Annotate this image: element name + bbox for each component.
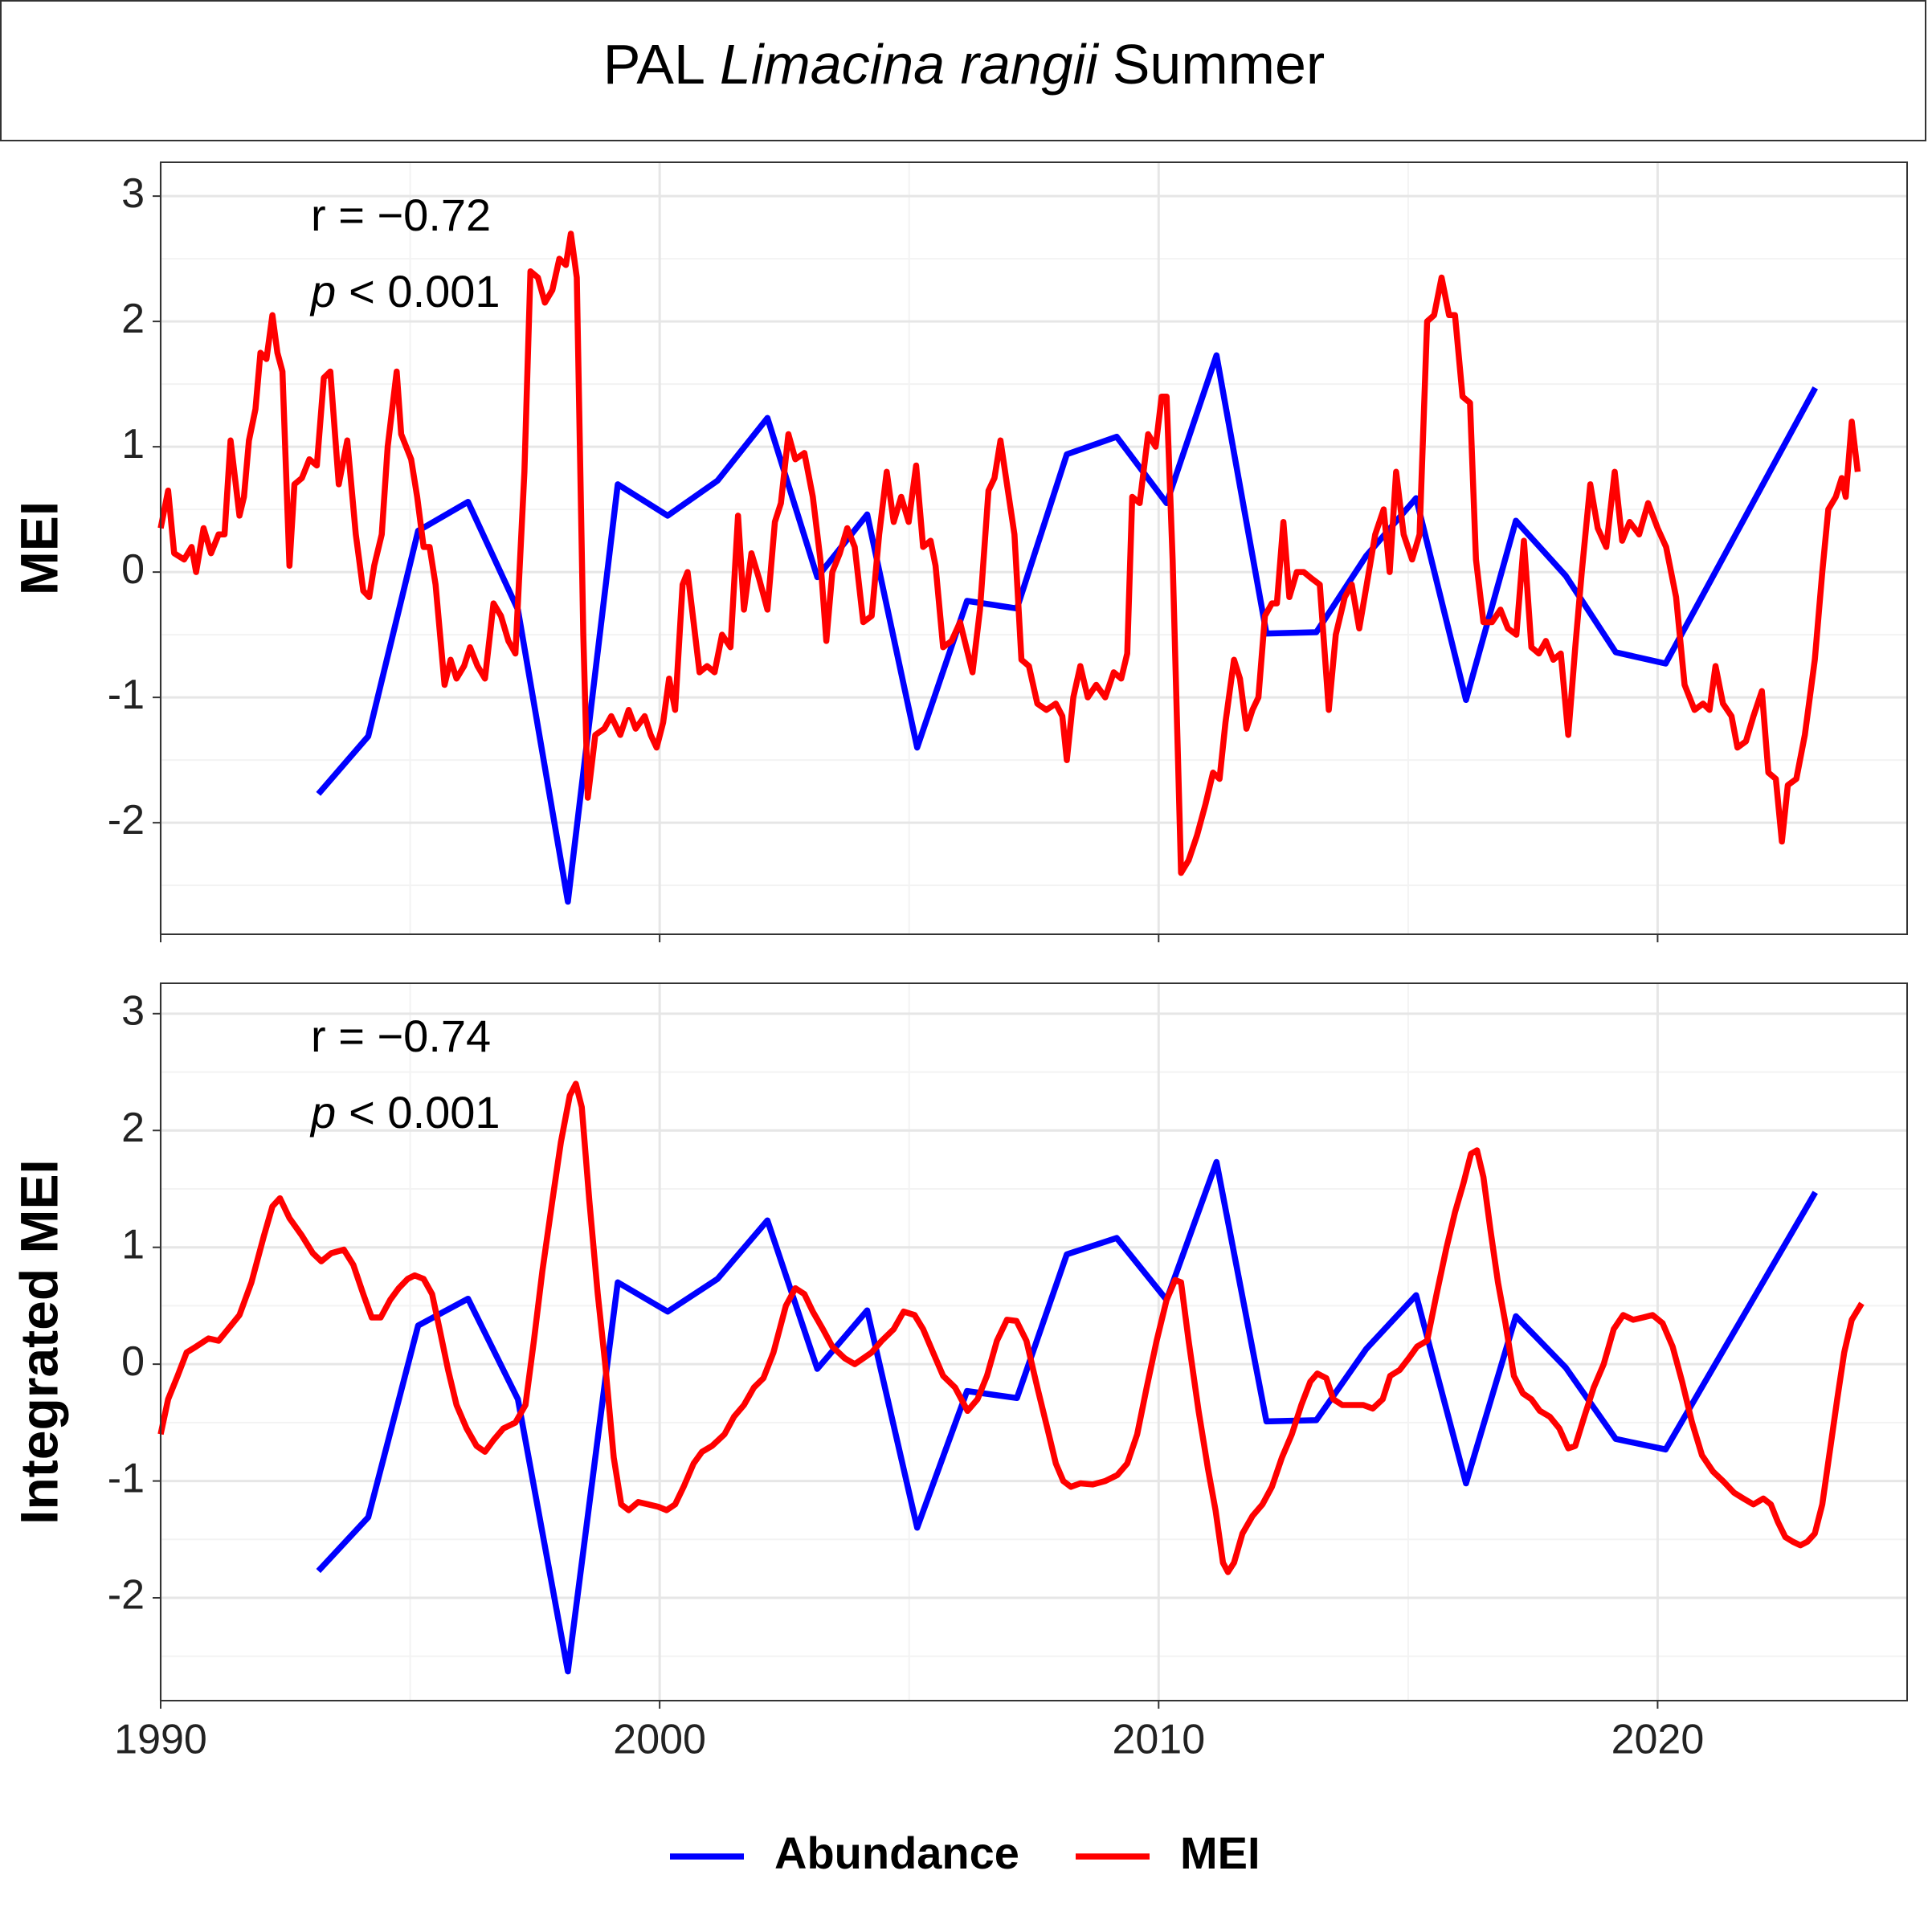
- y-tick-label: 1: [121, 421, 145, 468]
- plot-border: [160, 161, 1908, 935]
- annotation-p-text: < 0.001: [349, 1087, 500, 1138]
- chart-title: PAL Limacina rangii Summer: [603, 33, 1325, 96]
- annotation-p: p < 0.001: [309, 266, 500, 317]
- y-tick-label: 0: [121, 546, 145, 593]
- annotation-p: p < 0.001: [309, 1087, 500, 1138]
- legend-label: MEI: [1180, 1828, 1260, 1878]
- title-box: [0, 0, 1926, 141]
- title-part: Limacina rangii: [720, 33, 1100, 96]
- panel: -2 -1 0 1 2 3 1990 2000 2010 2020 r = −0.74 p < 0.00…: [9, 982, 1908, 1763]
- panel: -2 -1 0 1 2 3 r = −0.72 p < 0.001 MEI: [9, 161, 1908, 942]
- x-tick-label: 2000: [613, 1717, 706, 1763]
- legend-label: Abundance: [774, 1828, 1019, 1878]
- panels: -2 -1 0 1 2 3 r = −0.72 p < 0.001 MEI -2 -1 0 1 2 3 1990…: [9, 161, 1908, 1763]
- y-tick-label: 3: [121, 988, 145, 1035]
- y-tick-label: 0: [121, 1338, 145, 1385]
- y-tick-label: 2: [121, 1105, 145, 1151]
- y-tick-label: -2: [108, 1572, 145, 1619]
- series-line: [316, 1158, 1818, 1675]
- y-tick-label: 2: [121, 296, 145, 342]
- y-tick-label: 1: [121, 1221, 145, 1268]
- annotation-p-text: < 0.001: [349, 266, 500, 317]
- y-axis-title: Integrated MEI: [9, 1159, 68, 1525]
- legend: Abundance MEI: [670, 1828, 1260, 1878]
- title-part: Summer: [1113, 33, 1325, 96]
- y-tick-label: -1: [108, 1455, 145, 1501]
- y-axis-title: MEI: [9, 501, 68, 595]
- x-tick-label: 2010: [1112, 1717, 1205, 1763]
- annotation-r: r = −0.74: [311, 1011, 491, 1061]
- y-tick-label: -2: [108, 797, 145, 843]
- y-tick-label: -1: [108, 672, 145, 718]
- title-part: PAL: [603, 33, 705, 96]
- plot-border: [160, 982, 1908, 1701]
- annotation-p-symbol: p: [309, 1087, 336, 1138]
- annotation-p-symbol: p: [309, 266, 336, 317]
- y-tick-label: 3: [121, 170, 145, 217]
- series-line: [157, 1080, 1865, 1575]
- x-tick-label: 1990: [114, 1717, 207, 1763]
- series-line: [157, 231, 1861, 876]
- annotation-r: r = −0.72: [311, 190, 491, 240]
- x-tick-label: 2020: [1611, 1717, 1705, 1763]
